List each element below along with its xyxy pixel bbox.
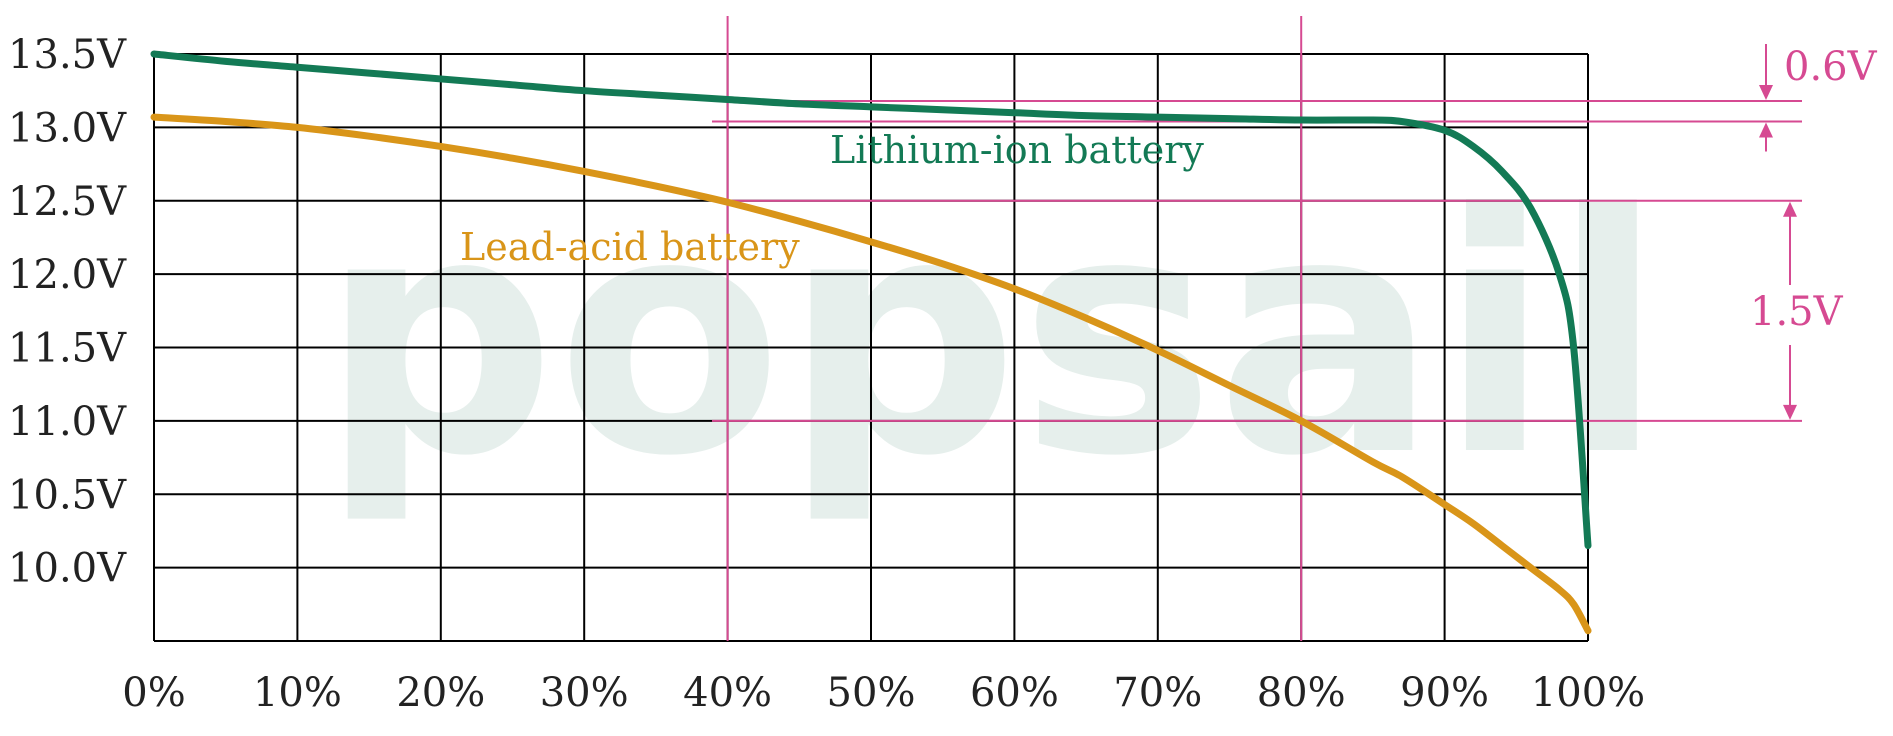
series-lines	[150, 50, 1592, 635]
tick-labels: 0% 10% 20% 30% 40% 50% 60% 70% 80% 90% 100% 13.5V 13…	[8, 32, 1645, 716]
annotation-0-6v: 0.6V	[1784, 44, 1878, 90]
x-tick-label: 20%	[396, 670, 485, 716]
lead-series-label: Lead-acid battery	[460, 225, 800, 269]
y-tick-label: 12.5V	[8, 179, 127, 225]
y-tick-label: 12.0V	[8, 252, 127, 298]
y-tick-label: 10.0V	[8, 546, 127, 592]
popsail-watermark: popsail	[320, 144, 1665, 528]
x-tick-label: 30%	[540, 670, 629, 716]
lithium-ion-curve	[150, 50, 1592, 550]
annotation-1-5v: 1.5V	[1750, 289, 1844, 335]
y-tick-label: 11.5V	[8, 326, 127, 372]
x-tick-label: 100%	[1531, 670, 1645, 716]
lithium-series-label: Lithium-ion battery	[830, 128, 1204, 172]
annotation-arrowhead	[1783, 404, 1797, 420]
y-tick-label: 13.5V	[8, 32, 127, 78]
x-tick-label: 70%	[1113, 670, 1202, 716]
lead-acid-curve	[150, 113, 1592, 635]
annotation-arrowhead	[1759, 84, 1773, 100]
annotation-arrowhead	[1783, 201, 1797, 217]
series-labels: Lithium-ion battery Lead-acid battery	[460, 128, 1204, 269]
x-tick-label: 50%	[827, 670, 916, 716]
y-tick-label: 11.0V	[8, 399, 127, 445]
x-tick-label: 90%	[1400, 670, 1489, 716]
x-tick-label: 80%	[1257, 670, 1346, 716]
y-tick-label: 13.0V	[8, 105, 127, 151]
x-tick-label: 0%	[122, 670, 185, 716]
x-tick-label: 40%	[683, 670, 772, 716]
y-tick-label: 10.5V	[8, 472, 127, 518]
annotations: 0.6V 1.5V	[1750, 44, 1878, 420]
x-tick-label: 60%	[970, 670, 1059, 716]
x-tick-label: 10%	[253, 670, 342, 716]
annotation-arrowhead	[1759, 122, 1773, 138]
